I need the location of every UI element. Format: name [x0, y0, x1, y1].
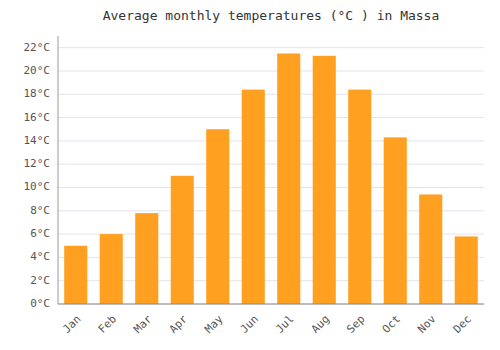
chart-container: 0°C 2°C 4°C 6°C 8°C 10°C 12°C 14°C 16°C 18°C 20°C 2…: [0, 0, 500, 350]
x-tick-label: Feb: [96, 313, 119, 336]
bar: [313, 56, 336, 304]
x-tick-label: Sep: [344, 313, 367, 336]
grid-line: [58, 70, 484, 71]
y-tick-label: 2°C: [30, 274, 50, 287]
y-tick-label: 0°C: [30, 297, 50, 310]
bars: [64, 53, 478, 304]
y-axis-line: [58, 36, 59, 304]
bar: [455, 236, 478, 304]
x-tick-label: May: [202, 312, 226, 336]
bar: [277, 53, 300, 304]
y-tick-label: 6°C: [30, 227, 50, 240]
y-tick-label: 14°C: [24, 134, 51, 147]
y-tick-label: 12°C: [24, 157, 51, 170]
y-tick-label: 20°C: [24, 64, 51, 77]
grid-line: [58, 47, 484, 48]
y-tick-label: 10°C: [24, 180, 51, 193]
bar: [419, 194, 442, 304]
y-tick-label: 16°C: [24, 111, 51, 124]
x-tick-label: Jun: [238, 313, 261, 336]
x-axis: Jan Feb Mar Apr May Jun Jul Aug Sep Oct Nov Dec: [58, 304, 484, 336]
bar: [171, 176, 194, 304]
x-axis-line: [58, 304, 484, 305]
bar: [206, 129, 229, 304]
grid-line: [58, 304, 484, 305]
bar: [135, 213, 158, 304]
x-tick-label: Aug: [309, 313, 332, 336]
x-tick-label: Mar: [131, 312, 155, 336]
grid-line: [58, 164, 484, 165]
bar: [64, 246, 87, 304]
x-tick-label: Apr: [167, 312, 191, 336]
y-tick-label: 8°C: [30, 204, 50, 217]
grid: [58, 48, 484, 304]
bar: [348, 90, 371, 304]
x-tick-label: Dec: [451, 313, 474, 336]
grid-line: [58, 187, 484, 188]
y-axis: 0°C 2°C 4°C 6°C 8°C 10°C 12°C 14°C 16°C 18°C 20°C 2…: [24, 36, 59, 310]
bar: [100, 234, 123, 304]
bar: [384, 137, 407, 304]
bar: [242, 90, 265, 304]
chart: 0°C 2°C 4°C 6°C 8°C 10°C 12°C 14°C 16°C 18°C 20°C 2…: [0, 0, 500, 350]
title: Average monthly temperatures (°C ) in Ma…: [103, 8, 440, 23]
x-tick-label: Jul: [273, 313, 296, 336]
x-tick-label: Oct: [380, 313, 403, 336]
grid-line: [58, 117, 484, 118]
x-tick-label: Jan: [60, 313, 83, 336]
y-tick-label: 22°C: [24, 41, 51, 54]
y-tick-label: 18°C: [24, 87, 51, 100]
y-tick-label: 4°C: [30, 250, 50, 263]
grid-line: [58, 140, 484, 141]
x-tick-label: Nov: [415, 312, 439, 336]
grid-line: [58, 94, 484, 95]
